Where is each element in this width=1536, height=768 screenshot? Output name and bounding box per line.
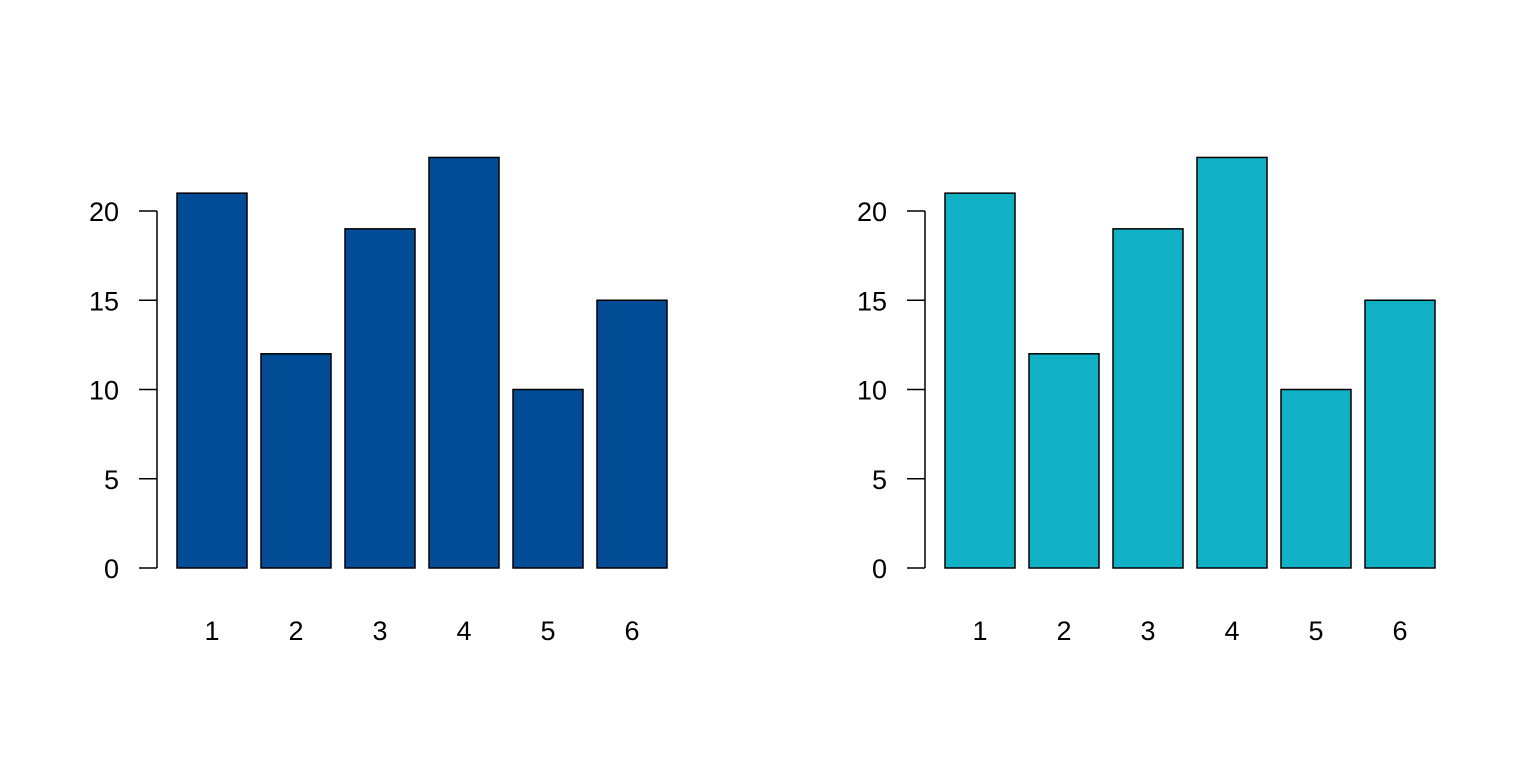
y-tick-label-10: 10 <box>857 376 887 406</box>
bar-4 <box>428 156 500 569</box>
bar-chart-right: 1 2 3 4 5 6 0 5 10 15 20 <box>857 156 1436 646</box>
x-tick-label-3: 3 <box>1140 616 1155 646</box>
y-tick-label-10: 10 <box>89 376 119 406</box>
y-tick-label-20: 20 <box>857 197 887 227</box>
y-tick-label-15: 15 <box>857 286 887 316</box>
y-tick-label-5: 5 <box>872 465 887 495</box>
x-tick-label-6: 6 <box>1392 616 1407 646</box>
x-tick-label-4: 4 <box>456 616 471 646</box>
bar-5 <box>512 388 584 569</box>
bar-6 <box>1364 299 1436 569</box>
x-tick-label-1: 1 <box>204 616 219 646</box>
y-tick-label-0: 0 <box>872 554 887 584</box>
bar-3 <box>344 228 416 569</box>
x-tick-label-3: 3 <box>372 616 387 646</box>
y-tick-label-0: 0 <box>104 554 119 584</box>
bar-3 <box>1112 228 1184 569</box>
x-tick-label-5: 5 <box>540 616 555 646</box>
y-tick-label-5: 5 <box>104 465 119 495</box>
x-tick-label-2: 2 <box>1056 616 1071 646</box>
bar-6 <box>596 299 668 569</box>
y-tick-label-15: 15 <box>89 286 119 316</box>
x-tick-label-1: 1 <box>972 616 987 646</box>
bar-5 <box>1280 388 1352 569</box>
bar-1 <box>176 192 248 569</box>
x-tick-label-2: 2 <box>288 616 303 646</box>
x-tick-label-4: 4 <box>1224 616 1239 646</box>
x-tick-label-5: 5 <box>1308 616 1323 646</box>
bar-2 <box>1028 353 1100 569</box>
y-tick-label-20: 20 <box>89 197 119 227</box>
bar-4 <box>1196 156 1268 569</box>
bar-1 <box>944 192 1016 569</box>
x-tick-label-6: 6 <box>624 616 639 646</box>
bar-chart-left: 1 2 3 4 5 6 0 5 10 15 20 <box>89 156 668 646</box>
bar-2 <box>260 353 332 569</box>
